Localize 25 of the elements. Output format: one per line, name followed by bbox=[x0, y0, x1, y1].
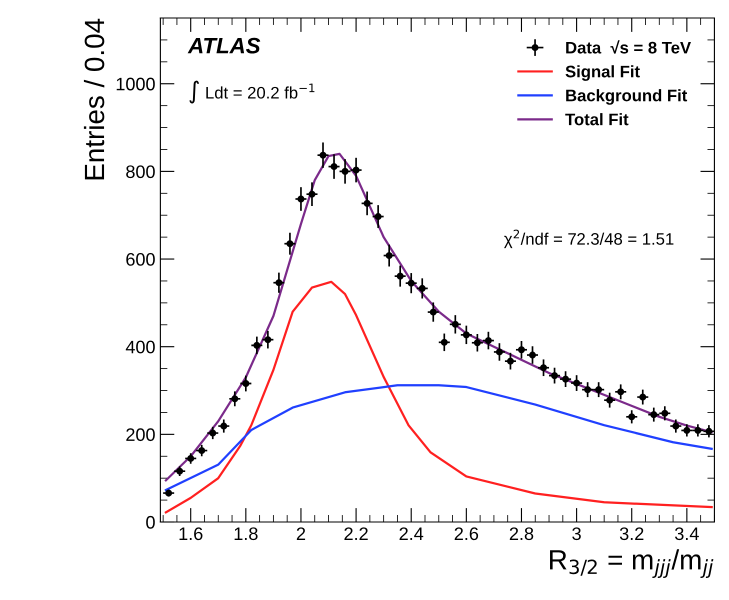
annotation: ∫ Ldt = 20.2 fb$^{−1}$ bbox=[189, 80, 314, 104]
x-tick-label: 2.4 bbox=[400, 527, 424, 540]
x-tick-label: 2.6 bbox=[454, 527, 478, 540]
x-tick-label: 3.2 bbox=[620, 527, 644, 540]
legend-label: Background Fit bbox=[566, 89, 688, 105]
annotation: ATLAS bbox=[188, 38, 260, 54]
y-tick-label: 200 bbox=[126, 428, 155, 442]
legend-label: Signal Fit bbox=[566, 65, 640, 81]
x-tick-label: 2.8 bbox=[510, 527, 534, 540]
legend-label: Data √s = 8 TeV bbox=[566, 40, 691, 54]
x-tick-label: 2.2 bbox=[344, 527, 368, 540]
annotation: χ$^{2}$/ndf = 72.3/48 = 1.51 bbox=[504, 230, 674, 248]
x-tick-label: 1.6 bbox=[180, 527, 202, 540]
y-tick-label: 0 bbox=[146, 516, 155, 529]
y-tick-label: 400 bbox=[126, 340, 155, 354]
x-tick-label: 3.4 bbox=[674, 527, 699, 540]
x-axis-title: R$_{3/2}$ = m$_{jjj}$/m$_{jj}$ bbox=[550, 549, 714, 578]
y-axis-title: Entries / 0.04 bbox=[84, 18, 104, 180]
y-tick-label: 1000 bbox=[116, 78, 155, 90]
y-tick-label: 800 bbox=[126, 165, 155, 178]
x-tick-label: 2 bbox=[296, 527, 306, 540]
x-tick-label: 1.8 bbox=[234, 527, 258, 540]
x-tick-label: 3 bbox=[572, 527, 581, 540]
y-tick-label: 600 bbox=[126, 252, 155, 266]
legend-label: Total Fit bbox=[565, 113, 628, 126]
